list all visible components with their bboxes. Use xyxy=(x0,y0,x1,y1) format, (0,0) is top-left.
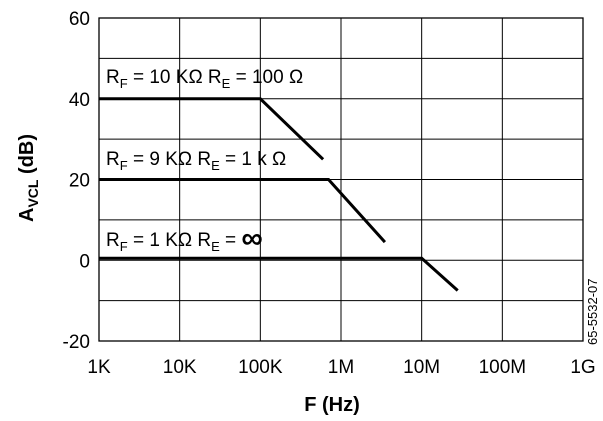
x-tick-label: 10M xyxy=(403,357,440,378)
series-lines xyxy=(99,97,459,292)
y-tick-label: 0 xyxy=(79,251,90,272)
series-line-1 xyxy=(99,97,325,161)
x-tick-label: 1M xyxy=(328,357,354,378)
y-tick-labels: -20 0 20 40 60 xyxy=(63,9,90,353)
x-tick-label: 1K xyxy=(87,357,111,378)
x-tick-label: 100M xyxy=(479,357,527,378)
x-tick-label: 100K xyxy=(238,357,283,378)
series-line-3 xyxy=(99,256,459,292)
series-label-2: RF = 9 KΩ RE = 1 k Ω xyxy=(106,149,286,173)
plot-frame xyxy=(98,17,584,342)
y-tick-label: -20 xyxy=(63,332,90,353)
y-tick-label: 60 xyxy=(69,9,90,30)
series-line-2 xyxy=(99,178,387,244)
x-tick-labels: 1K 10K 100K 1M 10M 100M 1G xyxy=(87,357,595,378)
series-label-3: RF = 1 KΩ RE = ∞ xyxy=(106,222,263,255)
figure-code: 65-5532-07 xyxy=(585,279,600,346)
y-tick-label: 20 xyxy=(69,171,90,192)
x-tick-label: 10K xyxy=(163,357,197,378)
series-label-1: RF = 10 KΩ RE = 100 Ω xyxy=(106,67,303,91)
y-axis-title: AVCL (dB) xyxy=(16,134,41,222)
x-tick-label: 1G xyxy=(570,357,595,378)
x-axis-title: F (Hz) xyxy=(304,394,360,416)
y-tick-label: 40 xyxy=(69,90,90,111)
